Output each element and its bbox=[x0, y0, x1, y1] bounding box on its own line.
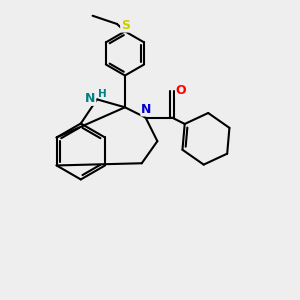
Text: N: N bbox=[141, 103, 152, 116]
Text: S: S bbox=[121, 19, 130, 32]
Text: N: N bbox=[85, 92, 96, 105]
Text: O: O bbox=[176, 84, 186, 97]
Text: O: O bbox=[176, 84, 186, 97]
Text: H: H bbox=[98, 89, 106, 99]
Text: N: N bbox=[141, 103, 152, 116]
Text: N: N bbox=[85, 92, 96, 105]
Text: S: S bbox=[121, 19, 130, 32]
